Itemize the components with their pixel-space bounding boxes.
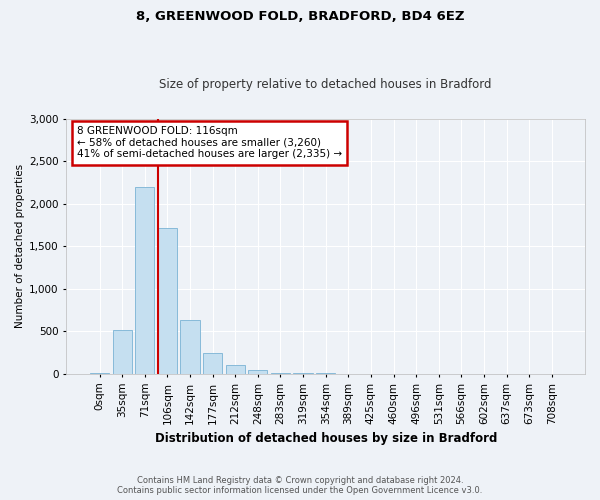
Bar xyxy=(248,370,268,374)
Bar xyxy=(226,366,245,374)
X-axis label: Distribution of detached houses by size in Bradford: Distribution of detached houses by size … xyxy=(155,432,497,445)
Text: 8 GREENWOOD FOLD: 116sqm
← 58% of detached houses are smaller (3,260)
41% of sem: 8 GREENWOOD FOLD: 116sqm ← 58% of detach… xyxy=(77,126,342,160)
Bar xyxy=(271,372,290,374)
Text: Contains HM Land Registry data © Crown copyright and database right 2024.
Contai: Contains HM Land Registry data © Crown c… xyxy=(118,476,482,495)
Title: Size of property relative to detached houses in Bradford: Size of property relative to detached ho… xyxy=(160,78,492,91)
Bar xyxy=(158,228,177,374)
Y-axis label: Number of detached properties: Number of detached properties xyxy=(15,164,25,328)
Bar xyxy=(203,354,222,374)
Text: 8, GREENWOOD FOLD, BRADFORD, BD4 6EZ: 8, GREENWOOD FOLD, BRADFORD, BD4 6EZ xyxy=(136,10,464,23)
Bar xyxy=(113,330,132,374)
Bar xyxy=(181,320,200,374)
Bar xyxy=(135,188,154,374)
